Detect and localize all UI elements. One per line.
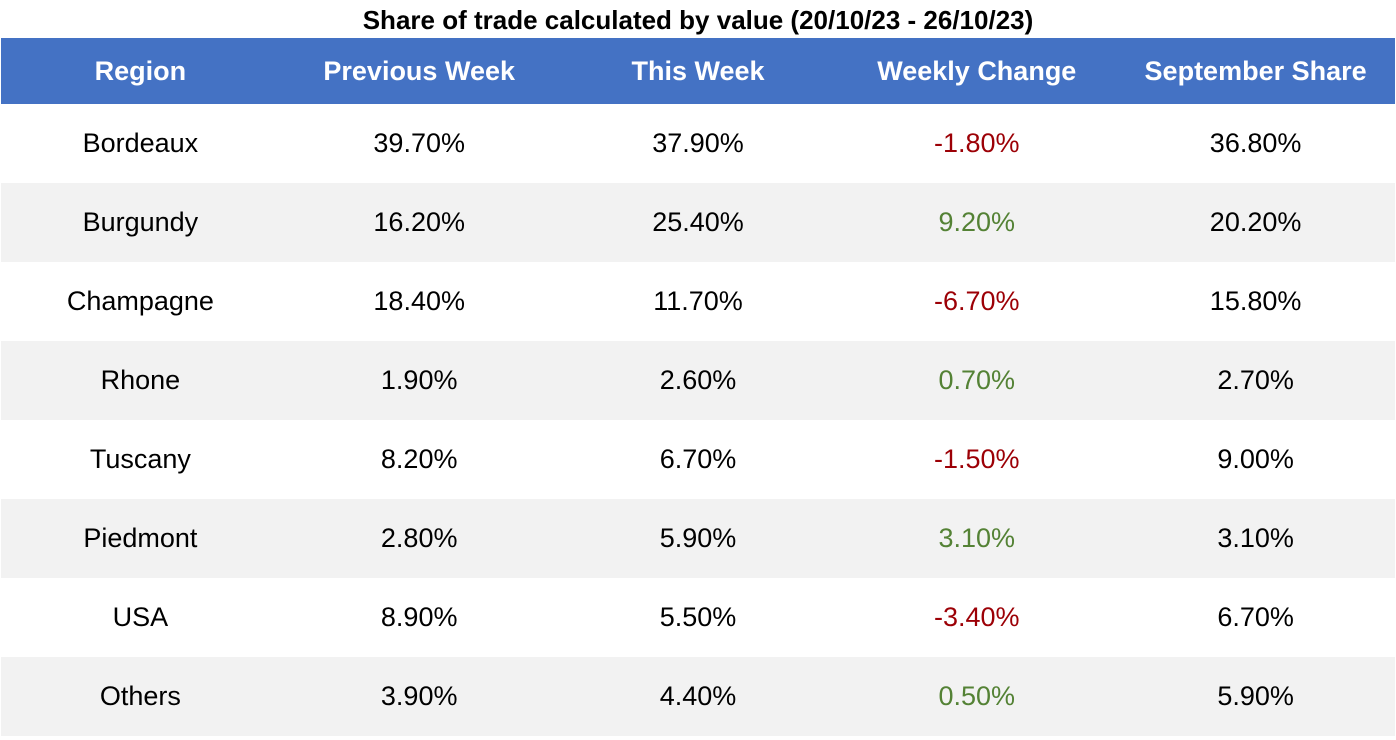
cell-this-week: 5.50% [659, 602, 737, 632]
column-header-this-week: This Week [558, 38, 838, 104]
cell-previous-week: 16.20% [279, 183, 559, 262]
column-header-region: Region [1, 38, 280, 104]
table-row-champagne: Champagne 18.40% 11.70% -6.70% 15.80% [1, 262, 1395, 341]
table-row-usa: USA 8.90% 5.50% -3.40% 6.70% [1, 578, 1395, 657]
cell-this-week: 11.70% [653, 286, 743, 316]
cell-previous-week: 1.90% [279, 341, 559, 420]
column-header-weekly-change: Weekly Change [837, 38, 1117, 104]
table-row-rhone: Rhone 1.90% 2.60% 0.70% 2.70% [1, 341, 1395, 420]
cell-weekly-change: 3.10% [837, 499, 1117, 578]
cell-region: Tuscany [89, 444, 191, 474]
table-row-piedmont: Piedmont 2.80% 5.90% 3.10% 3.10% [1, 499, 1395, 578]
cell-september-share: 15.80% [1209, 286, 1302, 316]
cell-this-week: 5.90% [558, 499, 838, 578]
cell-region: Bordeaux [82, 128, 199, 158]
table-row-tuscany: Tuscany 8.20% 6.70% -1.50% 9.00% [1, 420, 1395, 499]
cell-region: Burgundy [1, 183, 280, 262]
cell-previous-week: 8.90% [380, 602, 458, 632]
cell-previous-week: 18.40% [373, 286, 465, 316]
cell-weekly-change: -1.50% [934, 444, 1020, 474]
cell-this-week: 37.90% [652, 128, 744, 158]
cell-previous-week: 2.80% [279, 499, 559, 578]
table-row-bordeaux: Bordeaux 39.70% 37.90% -1.80% 36.80% [1, 104, 1395, 183]
cell-previous-week: 3.90% [279, 657, 559, 736]
cell-previous-week: 39.70% [373, 128, 465, 158]
cell-previous-week: 8.20% [380, 444, 458, 474]
cell-this-week: 6.70% [659, 444, 737, 474]
table-row-burgundy: Burgundy 16.20% 25.40% 9.20% 20.20% [1, 183, 1395, 262]
cell-region: Rhone [1, 341, 280, 420]
header-row: Region Previous Week This Week Weekly Chang… [1, 38, 1395, 104]
cell-this-week: 4.40% [558, 657, 838, 736]
column-header-september-share: September Share [1116, 38, 1395, 104]
cell-september-share: 9.00% [1217, 444, 1294, 474]
cell-region: Others [1, 657, 280, 736]
cell-weekly-change: 0.70% [837, 341, 1117, 420]
cell-region: USA [112, 602, 169, 632]
trade-share-table: Region Previous Week This Week Weekly Chang… [1, 38, 1395, 736]
cell-september-share: 36.80% [1209, 128, 1302, 158]
cell-weekly-change: -6.70% [934, 286, 1020, 316]
cell-september-share: 20.20% [1116, 183, 1395, 262]
chart-title: Share of trade calculated by value (20/1… [362, 5, 1034, 35]
table-body: Bordeaux 39.70% 37.90% -1.80% 36.80% Burgundy… [1, 104, 1395, 736]
cell-this-week: 25.40% [558, 183, 838, 262]
cell-region: Piedmont [1, 499, 280, 578]
column-header-previous-week: Previous Week [279, 38, 559, 104]
cell-september-share: 6.70% [1217, 602, 1294, 632]
cell-weekly-change: -1.80% [934, 128, 1020, 158]
cell-september-share: 3.10% [1116, 499, 1395, 578]
table-header: Region Previous Week This Week Weekly Chang… [1, 38, 1395, 104]
cell-region: Champagne [66, 286, 214, 316]
cell-september-share: 5.90% [1116, 657, 1395, 736]
table-row-others: Others 3.90% 4.40% 0.50% 5.90% [1, 657, 1395, 736]
cell-weekly-change: -3.40% [934, 602, 1020, 632]
cell-weekly-change: 0.50% [837, 657, 1117, 736]
cell-this-week: 2.60% [558, 341, 838, 420]
cell-september-share: 2.70% [1116, 341, 1395, 420]
cell-weekly-change: 9.20% [837, 183, 1117, 262]
